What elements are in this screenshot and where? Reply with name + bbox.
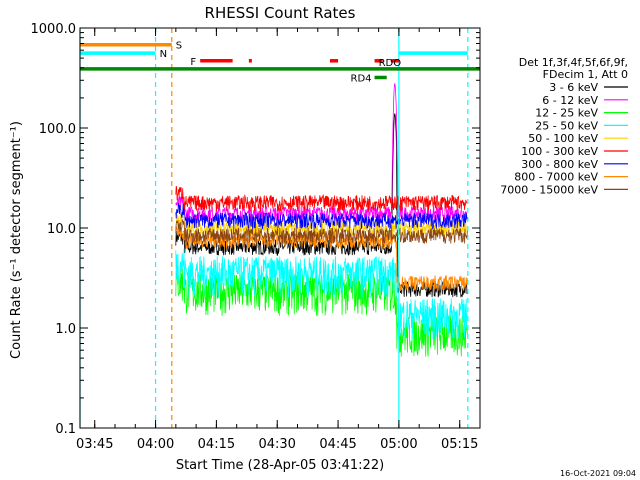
series-line (175, 185, 468, 212)
y-tick-label: 0.1 (55, 422, 76, 437)
legend-item-label: 300 - 800 keV (521, 158, 598, 171)
legend-item-label: 6 - 12 keV (542, 94, 598, 107)
series-line (175, 218, 468, 245)
legend: Det 1f,3f,4f,5f,6f,9f, FDecim 1, Att 0 3… (500, 56, 628, 196)
x-tick-label: 04:45 (319, 437, 356, 452)
y-axis-label: Count Rate (s⁻¹ detector segment⁻¹) (9, 121, 24, 359)
x-tick-label: 04:00 (137, 437, 174, 452)
x-tick-labels: 03:45 04:00 04:15 04:30 04:45 05:00 05:15 (76, 437, 478, 452)
legend-item-label: 3 - 6 keV (549, 81, 598, 94)
chart-title: RHESSI Count Rates (205, 4, 356, 22)
series-line (175, 212, 468, 238)
legend-item-label: 7000 - 15000 keV (500, 183, 598, 196)
flag-label: F (190, 57, 196, 68)
x-axis-label: Start Time (28-Apr-05 03:41:22) (176, 458, 384, 473)
y-tick-label: 1.0 (55, 322, 76, 337)
x-tick-label: 04:30 (258, 437, 295, 452)
flag-label: S (176, 41, 182, 52)
y-tick-label: 1000.0 (31, 22, 77, 37)
legend-item-label: 800 - 7000 keV (514, 171, 598, 184)
flag-label: RDO (379, 58, 402, 69)
legend-header-2: FDecim 1, Att 0 (543, 68, 628, 81)
y-tick-labels: 0.1 1.0 10.0 100.0 1000.0 (31, 22, 77, 437)
x-tick-label: 05:00 (380, 437, 417, 452)
series-layer (175, 83, 468, 357)
x-tick-label: 03:45 (76, 437, 113, 452)
flag-bars: SN F RDO RD4 (80, 41, 480, 84)
axis-tick-marks (80, 27, 481, 429)
y-tick-label: 10.0 (47, 222, 76, 237)
legend-header-1: Det 1f,3f,4f,5f,6f,9f, (519, 56, 628, 69)
legend-item-label: 100 - 300 keV (521, 145, 598, 158)
legend-item-label: 50 - 100 keV (528, 132, 598, 145)
series-line (175, 202, 468, 230)
y-tick-label: 100.0 (39, 122, 76, 137)
generated-timestamp: 16-Oct-2021 09:04 (560, 469, 636, 478)
x-tick-label: 05:15 (441, 437, 478, 452)
legend-item-label: 12 - 25 keV (535, 107, 598, 120)
legend-item-label: 25 - 50 keV (535, 119, 598, 132)
series-line (175, 248, 468, 340)
x-tick-label: 04:15 (198, 437, 235, 452)
flag-label: RD4 (351, 73, 372, 84)
flag-label: N (160, 49, 167, 60)
